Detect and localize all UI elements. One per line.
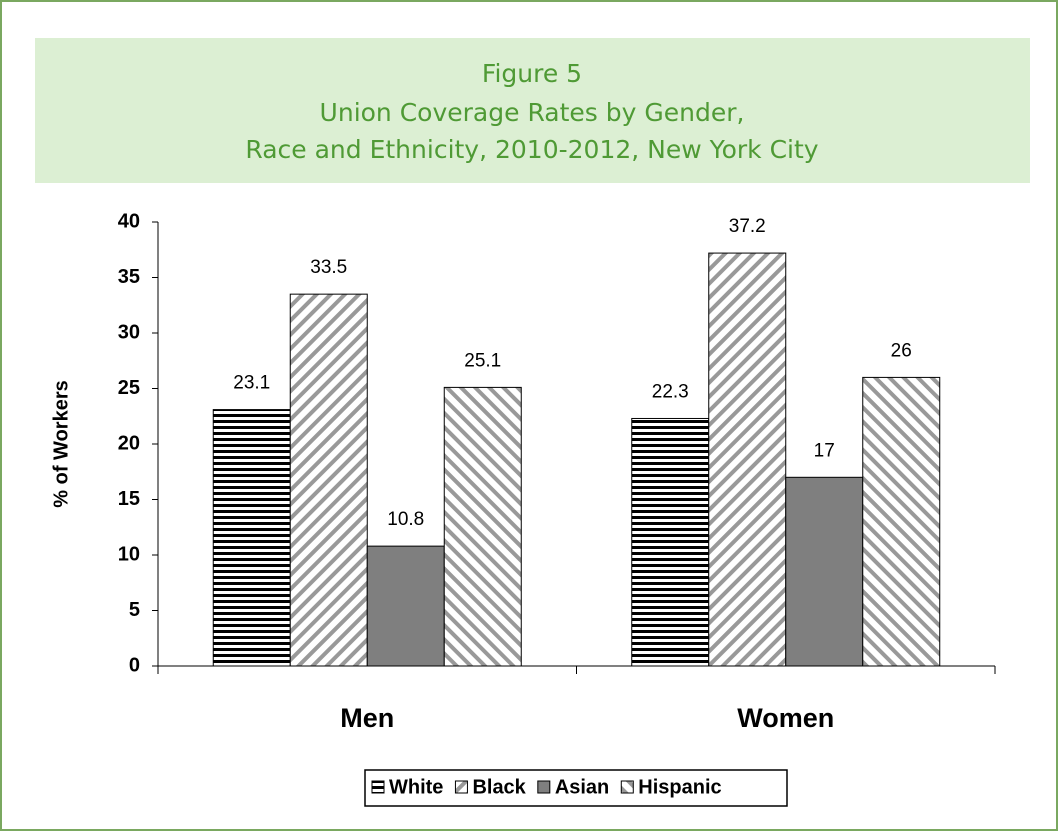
bar — [631, 417, 710, 667]
legend-swatch — [454, 780, 468, 794]
data-label: 33.5 — [310, 257, 347, 278]
legend-swatch — [371, 780, 385, 794]
data-label: 22.3 — [652, 381, 689, 402]
bar — [289, 293, 368, 667]
y-tick-label: 15 — [118, 488, 140, 510]
data-label: 37.2 — [729, 216, 766, 237]
data-label: 10.8 — [387, 509, 424, 530]
legend-label: Asian — [555, 776, 609, 798]
chart-subtitle: Union Coverage Rates by Gender, — [320, 98, 745, 127]
data-label: 23.1 — [233, 373, 270, 394]
legend-label: Black — [472, 776, 526, 798]
y-tick-label: 25 — [118, 377, 140, 399]
y-tick-label: 30 — [118, 321, 140, 343]
data-label: 25.1 — [464, 350, 501, 371]
bar — [443, 386, 522, 667]
y-axis-label: % of Workers — [50, 380, 72, 507]
x-tick-label: Men — [340, 703, 394, 733]
legend — [364, 769, 788, 807]
y-tick-label: 0 — [129, 654, 140, 676]
data-label: 17 — [814, 440, 835, 461]
legend-label: Hispanic — [638, 776, 721, 798]
bar — [862, 376, 941, 667]
chart-title: Figure 5 — [482, 59, 582, 88]
bar — [785, 476, 864, 667]
x-tick-label: Women — [737, 703, 834, 733]
data-label: 26 — [891, 340, 912, 361]
legend-label: White — [389, 776, 443, 798]
y-tick-label: 10 — [118, 543, 140, 565]
chart-subtitle: Race and Ethnicity, 2010-2012, New York … — [245, 135, 818, 164]
bar — [366, 545, 445, 667]
bar — [212, 409, 291, 667]
bar — [708, 252, 787, 667]
y-tick-label: 20 — [118, 432, 140, 454]
title-band — [35, 38, 1030, 183]
y-tick-label: 35 — [118, 266, 140, 288]
legend-swatch — [537, 780, 551, 794]
legend-swatch — [620, 780, 634, 794]
y-tick-label: 5 — [129, 599, 140, 621]
y-tick-label: 40 — [118, 210, 140, 232]
